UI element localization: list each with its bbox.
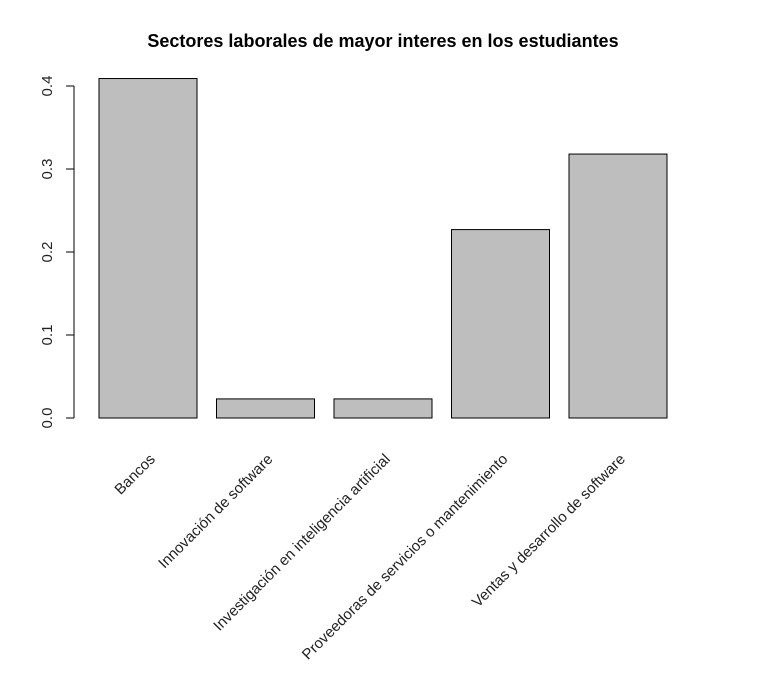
x-tick-label: Bancos [111, 451, 158, 498]
bar [568, 153, 668, 419]
y-tick-label: 0.1 [39, 325, 56, 346]
y-tick-label: 0.3 [39, 159, 56, 180]
bar [451, 229, 550, 419]
y-tick-label: 0.0 [39, 408, 56, 429]
y-tick-label: 0.2 [39, 242, 56, 263]
x-tick-label: Proveedoras de servicios o mantenimiento [299, 451, 511, 663]
bar [98, 78, 198, 419]
bar [333, 398, 433, 419]
y-tick-label: 0.4 [39, 76, 56, 97]
x-tick-label: Innovación de software [155, 451, 276, 572]
bar [216, 398, 315, 419]
bars [98, 78, 668, 419]
chart-title: Sectores laborales de mayor interes en l… [147, 31, 618, 51]
y-axis: 0.0 0.1 0.2 0.3 0.4 [39, 76, 75, 429]
